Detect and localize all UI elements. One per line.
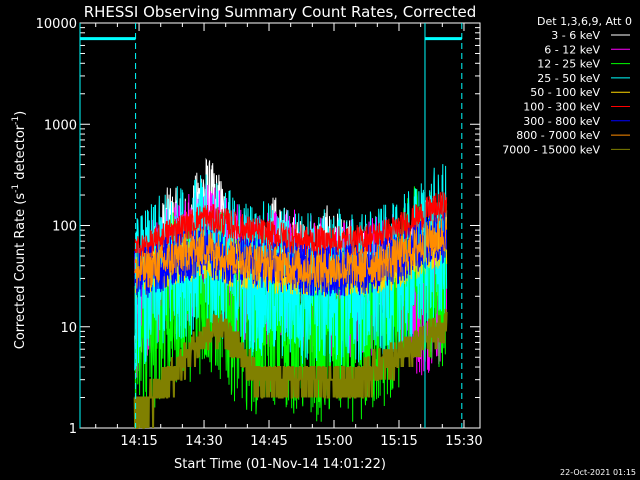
y-axis-label-sup1: -1 xyxy=(11,184,21,193)
x-tick-label: 14:45 xyxy=(250,434,287,449)
marker-label: N xyxy=(137,0,144,3)
legend-label: 100 - 300 keV xyxy=(523,101,600,114)
series-line xyxy=(134,217,448,289)
y-tick-label: 10000 xyxy=(36,17,77,32)
legend-label: 7000 - 15000 keV xyxy=(502,143,600,156)
y-tick-label: 1 xyxy=(69,422,77,437)
y-axis-label-mid: detector xyxy=(13,124,28,184)
legend-label: 3 - 6 keV xyxy=(551,29,600,42)
x-axis-label: Start Time (01-Nov-14 14:01:22) xyxy=(174,457,386,472)
y-axis-label-main: Corrected Count Rate (s xyxy=(13,193,28,350)
markers: N xyxy=(79,0,463,428)
series-group xyxy=(133,157,448,429)
y-tick-label: 100 xyxy=(52,220,77,235)
y-tick-label: 10 xyxy=(60,321,77,336)
legend-label: 50 - 100 keV xyxy=(530,86,600,99)
series-line xyxy=(133,308,448,429)
x-tick-label: 15:30 xyxy=(445,434,482,449)
y-axis-label-sup2: -1 xyxy=(11,116,21,125)
legend-label: 800 - 7000 keV xyxy=(516,129,600,142)
legend-title: Det 1,3,6,9, Att 0 xyxy=(537,15,632,28)
series-line xyxy=(134,191,448,265)
x-tick-label: 14:30 xyxy=(185,434,222,449)
footer-timestamp: 22-Oct-2021 01:15 xyxy=(560,468,636,477)
y-axis-label-end: ) xyxy=(13,111,28,116)
y-axis-label: Corrected Count Rate (s-1 detector-1) xyxy=(11,111,28,349)
legend-label: 25 - 50 keV xyxy=(537,72,600,85)
legend-label: 6 - 12 keV xyxy=(544,43,600,56)
legend-label: 12 - 25 keV xyxy=(537,58,600,71)
y-tick-label: 1000 xyxy=(44,118,77,133)
chart-title: RHESSI Observing Summary Count Rates, Co… xyxy=(84,3,477,21)
legend-label: 300 - 800 keV xyxy=(523,115,600,128)
x-tick-label: 14:15 xyxy=(120,434,157,449)
x-tick-label: 15:15 xyxy=(380,434,417,449)
x-tick-label: 15:00 xyxy=(315,434,352,449)
